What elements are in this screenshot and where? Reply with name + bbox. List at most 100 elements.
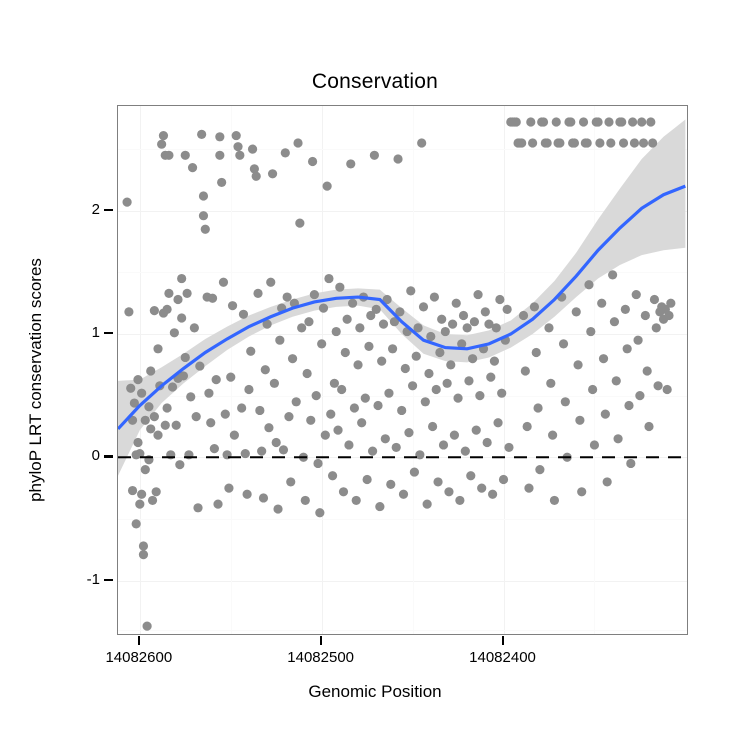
scatter-point: [333, 425, 343, 435]
scatter-point: [417, 138, 427, 148]
scatter-point: [595, 138, 605, 148]
scatter-point: [175, 460, 185, 470]
scatter-point: [344, 440, 354, 450]
scatter-point: [133, 375, 143, 385]
scatter-point: [306, 415, 316, 425]
scatter-point: [428, 421, 438, 432]
scatter-point: [480, 307, 490, 317]
scatter-point: [617, 117, 627, 127]
scatter-point: [349, 403, 359, 413]
scatter-point: [533, 403, 543, 413]
scatter-point: [495, 294, 505, 305]
scatter-point: [528, 138, 538, 148]
scatter-point: [327, 471, 338, 481]
scatter-point: [549, 495, 560, 506]
loess-trend-line: [118, 184, 686, 431]
scatter-point: [191, 412, 201, 422]
scatter-point: [489, 356, 500, 366]
scatter-point: [586, 326, 596, 337]
scatter-point: [455, 495, 465, 506]
scatter-point: [578, 117, 589, 127]
scatter-point: [167, 382, 178, 392]
scatter-point: [366, 310, 376, 321]
scatter-point: [429, 292, 440, 302]
gridline-minor-horizontal: [118, 518, 687, 520]
scatter-point: [264, 423, 274, 433]
scatter-point: [431, 384, 441, 395]
scatter-point: [462, 323, 472, 333]
scatter-point: [235, 150, 245, 160]
scatter-point: [206, 418, 216, 428]
scatter-point: [633, 335, 643, 345]
scatter-point: [415, 450, 425, 460]
scatter-point: [171, 420, 181, 430]
y-axis-tick-labels: 2 1 0 -1: [52, 105, 100, 635]
scatter-point: [602, 477, 612, 487]
scatter-point: [137, 388, 147, 398]
scatter-point: [338, 487, 349, 497]
scatter-point: [215, 150, 225, 160]
scatter-point: [313, 458, 323, 469]
scatter-point: [584, 280, 594, 290]
scatter-point: [326, 409, 336, 419]
scatter-point: [237, 403, 247, 413]
scatter-point: [331, 326, 341, 337]
scatter-point: [144, 402, 154, 412]
scatter-point: [424, 368, 434, 379]
scatter-point: [180, 352, 190, 363]
plot-canvas: [118, 117, 687, 631]
scatter-point: [147, 495, 158, 506]
scatter-point: [135, 499, 145, 509]
scatter-point: [477, 483, 487, 493]
x-axis-label: Genomic Position: [308, 682, 442, 701]
scatter-point: [124, 307, 134, 317]
scatter-point: [224, 483, 234, 493]
scatter-point: [618, 138, 629, 148]
scatter-point: [538, 117, 549, 127]
scatter-point: [244, 384, 254, 395]
scatter-point: [162, 304, 172, 314]
scatter-point: [195, 361, 205, 371]
scatter-point: [546, 378, 556, 388]
scatter-point: [251, 171, 261, 181]
scatter-point: [491, 323, 501, 333]
scatter-point: [518, 310, 529, 321]
scatter-point: [207, 293, 218, 303]
scatter-point: [369, 150, 379, 160]
scatter-point: [342, 314, 352, 324]
scatter-point: [271, 437, 281, 448]
scatter-point: [413, 323, 423, 333]
scatter-point: [226, 372, 236, 382]
y-axis-tick-mark: [104, 332, 113, 335]
scatter-point: [140, 465, 150, 475]
page-title: Conservation: [311, 70, 439, 93]
scatter-point: [238, 309, 249, 319]
y-axis-tick-mark: [104, 455, 113, 458]
scatter-point: [542, 138, 552, 148]
scatter-point: [217, 177, 227, 188]
scatter-point: [211, 375, 221, 385]
scatter-point: [282, 292, 292, 302]
scatter-point: [393, 154, 403, 164]
scatter-point: [526, 117, 536, 127]
scatter-point: [649, 294, 660, 305]
scatter-point: [197, 129, 207, 139]
scatter-point: [142, 621, 152, 631]
scatter-point: [218, 277, 229, 287]
scatter-point: [548, 430, 558, 440]
y-axis-ticks: [104, 105, 117, 635]
scatter-point: [582, 138, 592, 148]
scatter-point: [215, 132, 225, 142]
scatter-point: [475, 391, 485, 401]
scatter-point: [187, 163, 198, 173]
scatter-point: [246, 346, 256, 356]
scatter-point: [411, 351, 421, 361]
scatter-point: [468, 354, 478, 364]
scatter-point: [440, 326, 450, 337]
x-axis-tick-mark: [501, 636, 504, 645]
scatter-point: [186, 392, 196, 402]
scatter-point: [575, 415, 585, 425]
scatter-point: [329, 378, 339, 388]
scatter-point: [346, 159, 356, 169]
scatter-point: [284, 412, 294, 422]
